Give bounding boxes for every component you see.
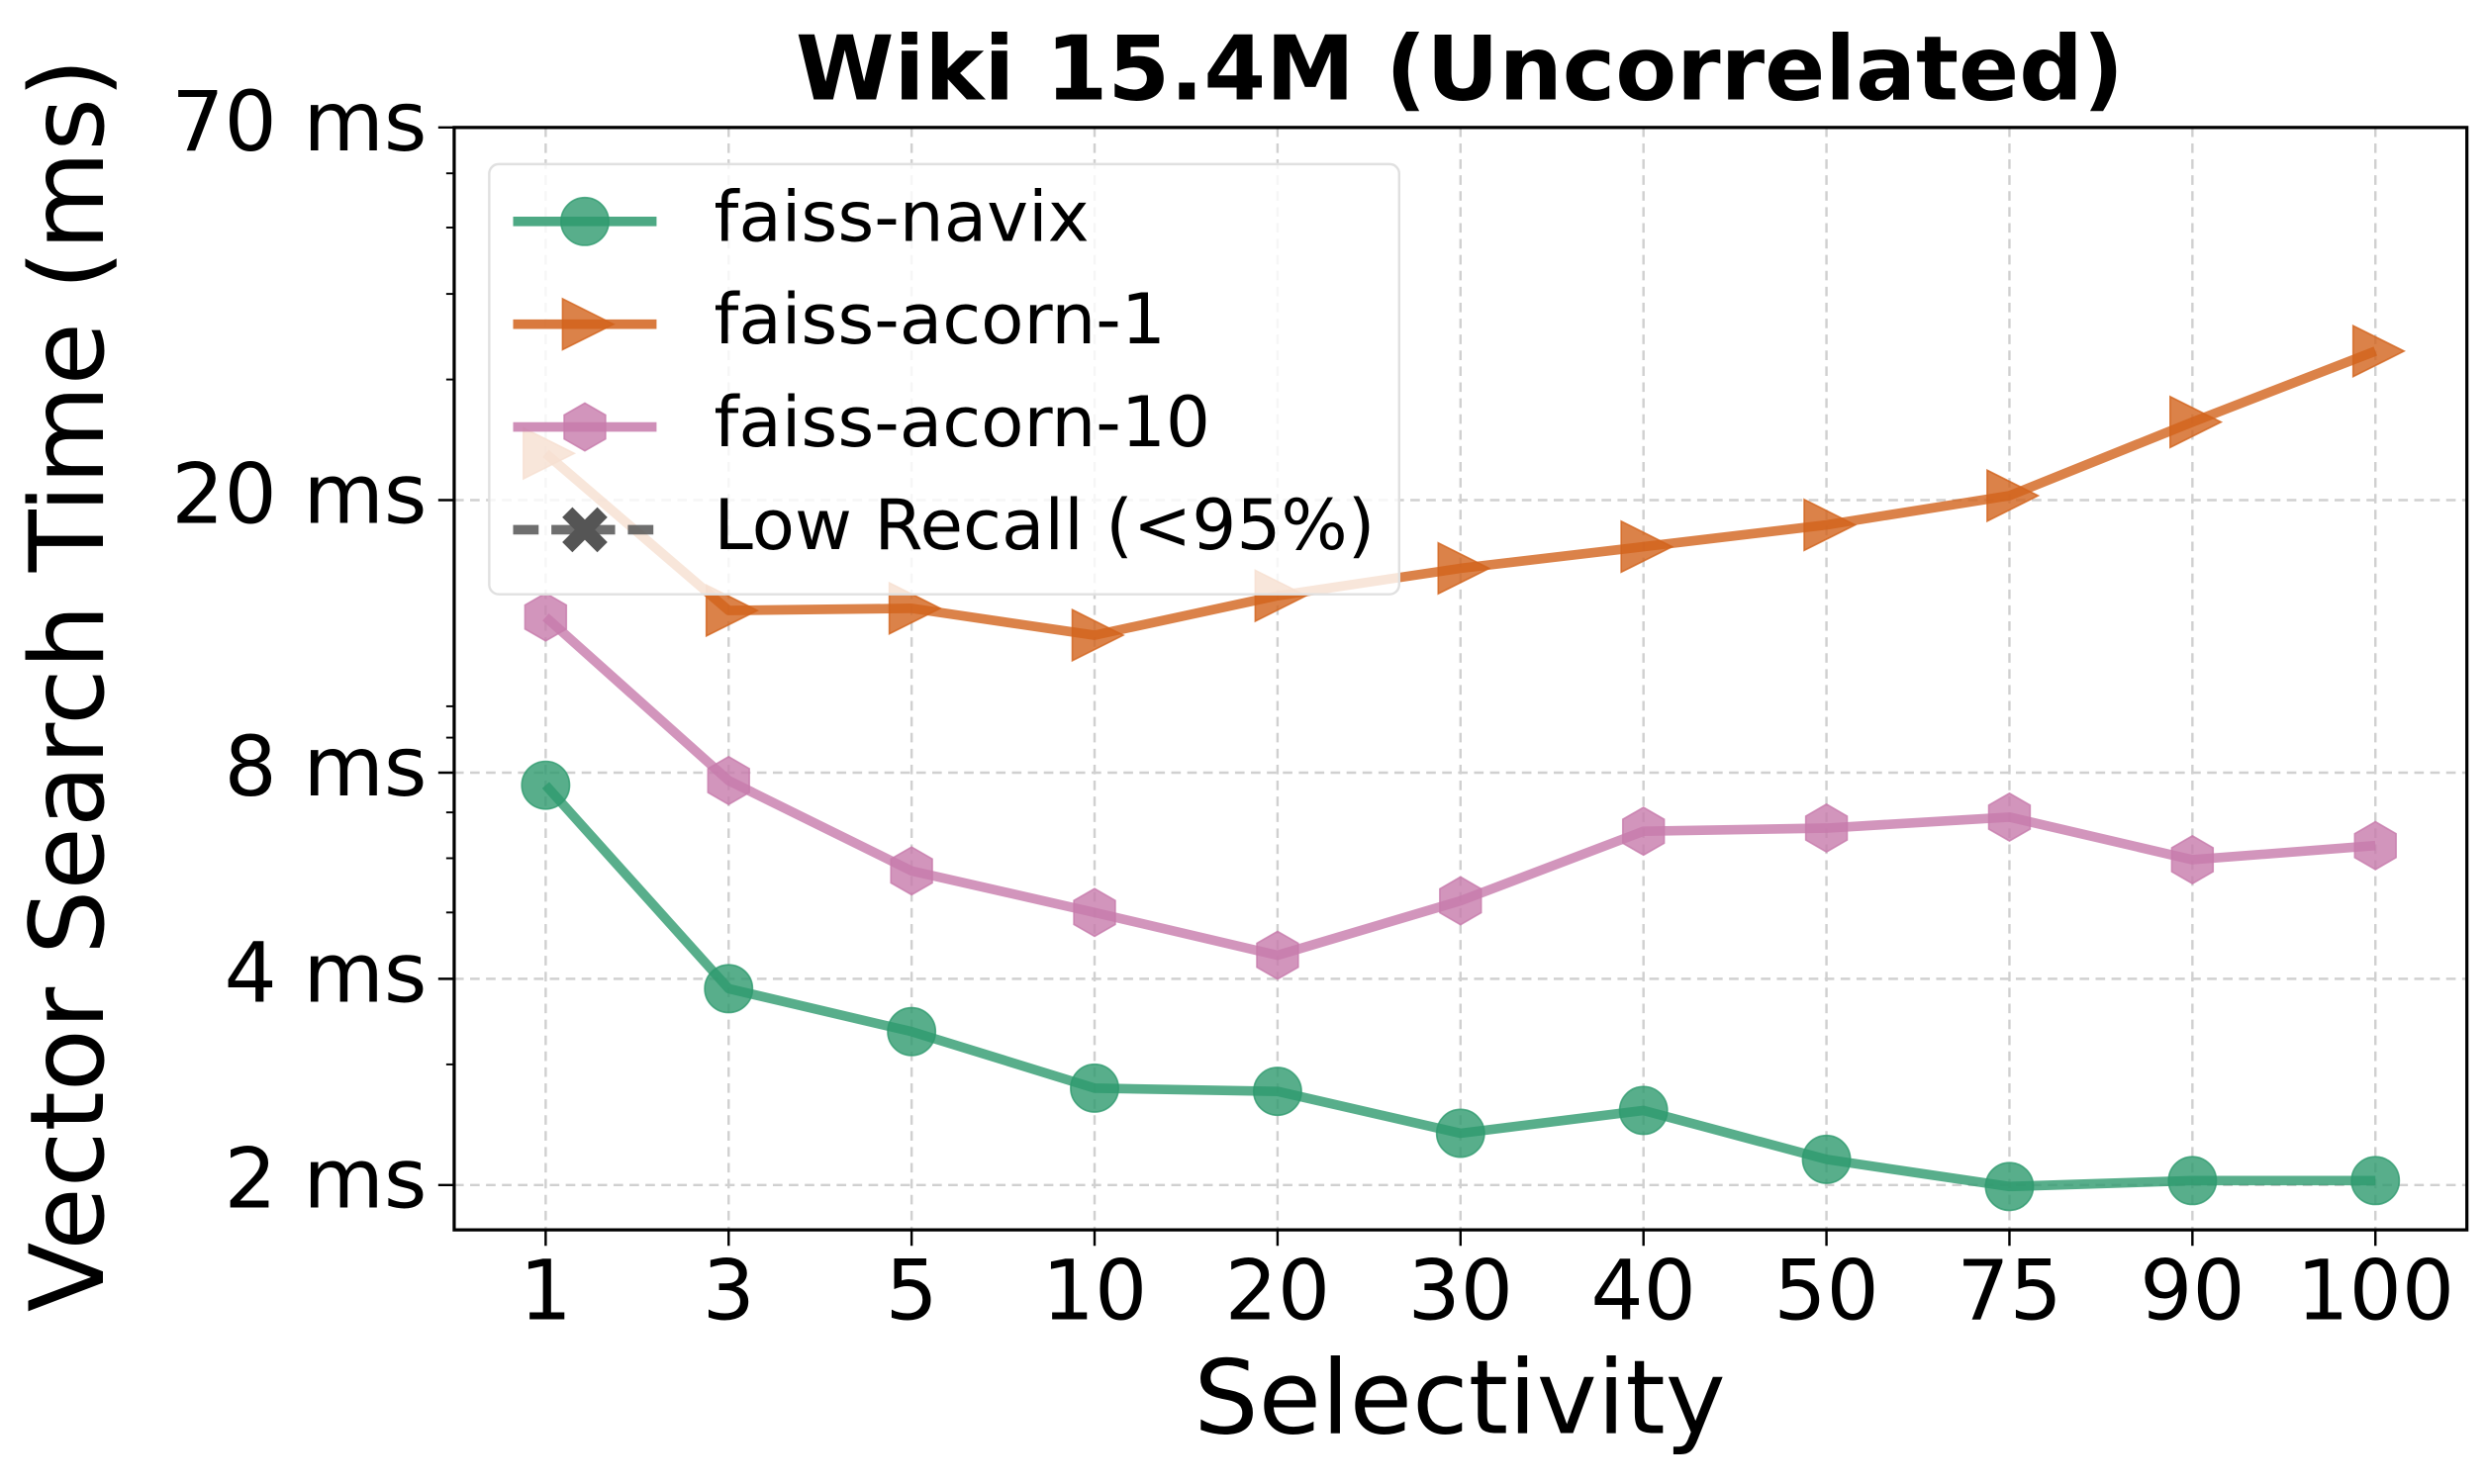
plot-frame: [452, 126, 2469, 1232]
x-tick-label: 50: [1773, 1243, 1879, 1340]
x-axis-label: Selectivity: [1194, 1340, 1726, 1458]
y-tick-label: 4 ms: [225, 924, 428, 1021]
legend-marker: [562, 507, 608, 553]
data-point: [2350, 1156, 2401, 1206]
data-point: [1439, 876, 1482, 926]
data-point: [705, 583, 760, 638]
data-point: [2353, 820, 2397, 871]
legend-label: Low Recall (<95%): [714, 484, 1375, 566]
chart-title: Wiki 15.4M (Uncorrelated): [796, 18, 2124, 122]
data-point: [1252, 1067, 1302, 1117]
y-tick-label: 2 ms: [225, 1131, 428, 1228]
data-point: [521, 760, 571, 810]
data-point: [1801, 1134, 1852, 1184]
legend-box: [488, 162, 1401, 596]
x-tick-label: 3: [703, 1243, 755, 1340]
x-tick-label: 90: [2140, 1243, 2246, 1340]
y-tick-label: 8 ms: [225, 718, 428, 815]
data-point: [888, 581, 942, 635]
x-tick-label: 20: [1225, 1243, 1331, 1340]
x-tick-label: 30: [1408, 1243, 1514, 1340]
y-tick-label: 20 ms: [171, 445, 427, 542]
data-point: [1256, 930, 1299, 980]
legend-label: faiss-navix: [714, 175, 1089, 257]
data-point: [1803, 498, 1858, 552]
data-point: [887, 1006, 937, 1057]
data-point: [1621, 806, 1666, 857]
legend-marker: [563, 402, 607, 452]
legend: faiss-navix faiss-acorn-1 faiss-acorn-10 Lo…: [488, 162, 1401, 596]
data-point: [1804, 802, 1849, 854]
legend-label: faiss-acorn-10: [714, 381, 1210, 463]
x-tick-label: 40: [1590, 1243, 1696, 1340]
data-point: [1435, 1108, 1485, 1159]
data-point: [1071, 607, 1125, 663]
data-point: [2351, 324, 2407, 379]
legend-label: faiss-acorn-1: [714, 278, 1166, 360]
x-tick-label: 100: [2296, 1243, 2454, 1340]
data-point: [1070, 1063, 1119, 1113]
y-axis-label: Vector Search Time (ms): [9, 58, 128, 1312]
data-point: [1618, 1085, 1669, 1136]
data-point: [1073, 887, 1116, 938]
data-point: [704, 964, 754, 1014]
legend-marker: [560, 196, 610, 246]
data-point: [1987, 791, 2032, 842]
x-tick-label: 10: [1042, 1243, 1148, 1340]
data-point: [707, 755, 750, 806]
x-tick-label: 75: [1957, 1243, 2062, 1340]
data-point: [2167, 1156, 2218, 1206]
data-point: [1984, 1161, 2035, 1212]
data-point: [2170, 834, 2215, 885]
x-tick-label: 1: [520, 1243, 572, 1340]
data-point: [890, 846, 933, 896]
data-point: [1986, 468, 2041, 523]
data-point: [1620, 519, 1674, 574]
data-point: [2168, 395, 2224, 449]
data-point: [1437, 541, 1491, 596]
legend-marker: [561, 297, 616, 351]
y-tick-label: 70 ms: [171, 73, 427, 170]
x-tick-label: 5: [886, 1243, 938, 1340]
